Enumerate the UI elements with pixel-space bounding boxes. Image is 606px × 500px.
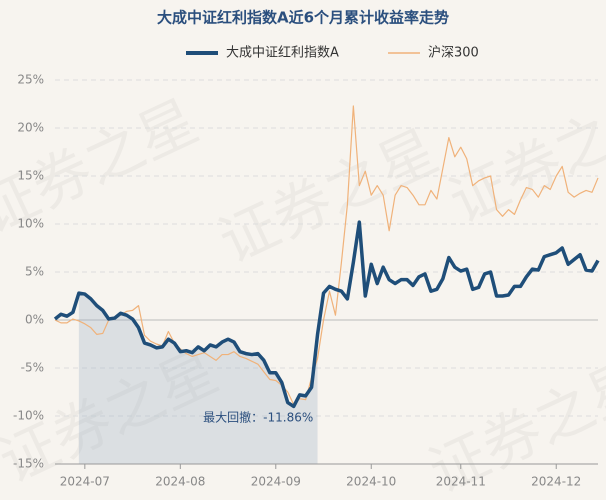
y-tick-label: 0%	[25, 313, 44, 327]
y-tick-label: -15%	[13, 457, 44, 471]
x-tick-label: 2024-07	[60, 475, 110, 489]
x-tick-label: 2024-12	[531, 475, 581, 489]
y-tick-label: 10%	[17, 217, 44, 231]
drawdown-annotation: 最大回撤：-11.86%	[203, 410, 313, 425]
watermark: 证券之星	[209, 117, 448, 277]
x-tick-label: 2024-08	[155, 475, 205, 489]
chart-title: 大成中证红利指数A近6个月累计收益率走势	[157, 9, 449, 27]
series-line	[54, 105, 599, 406]
drawdown-area	[78, 293, 318, 464]
y-tick-label: 25%	[17, 73, 44, 87]
x-tick-label: 2024-10	[346, 475, 396, 489]
y-tick-label: -10%	[13, 409, 44, 423]
y-tick-label: -5%	[21, 361, 44, 375]
series-line	[53, 220, 600, 409]
y-tick-label: 15%	[17, 169, 44, 183]
x-tick-label: 2024-09	[251, 475, 301, 489]
legend-label: 沪深300	[428, 45, 479, 61]
y-tick-label: 5%	[25, 265, 44, 279]
legend-label: 大成中证红利指数A	[226, 45, 339, 61]
x-tick-label: 2024-11	[436, 475, 486, 489]
y-tick-label: 20%	[17, 121, 44, 135]
watermark: 证券之星	[439, 77, 606, 237]
